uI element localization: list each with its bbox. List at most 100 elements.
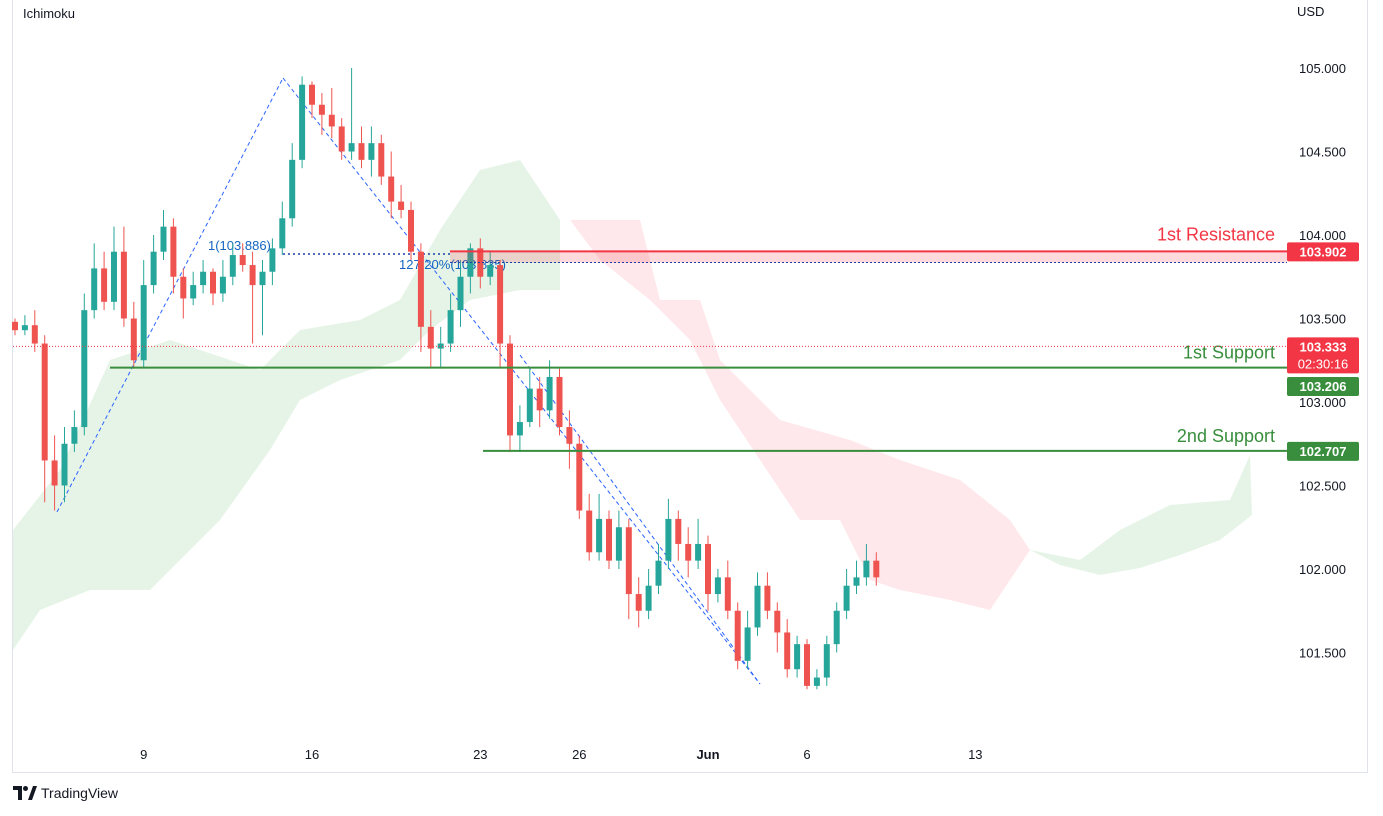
candle-body bbox=[61, 443, 68, 486]
y-tick-label: 102.000 bbox=[1299, 562, 1346, 577]
candle-body bbox=[388, 176, 395, 202]
candle-body bbox=[239, 255, 246, 266]
candle-body bbox=[358, 143, 365, 160]
support-2-label: 2nd Support bbox=[1177, 426, 1275, 446]
support-1-label: 1st Support bbox=[1183, 343, 1275, 363]
candle-body bbox=[417, 251, 424, 327]
candles-layer bbox=[12, 68, 880, 690]
candle-body bbox=[655, 560, 662, 586]
bearish-cloud bbox=[570, 220, 1030, 610]
candle-body bbox=[427, 326, 434, 349]
candle-body bbox=[289, 159, 296, 219]
candle-body bbox=[774, 610, 781, 633]
candle-body bbox=[21, 325, 28, 331]
candle-body bbox=[41, 343, 48, 461]
candle-body bbox=[675, 518, 682, 544]
candle-body bbox=[249, 265, 256, 286]
candle-body bbox=[219, 276, 226, 294]
candle-body bbox=[269, 248, 276, 272]
y-tick-label: 103.500 bbox=[1299, 312, 1346, 327]
axes-layer: 105.000 104.500 104.000 103.500 103.000 102.5… bbox=[140, 61, 1346, 762]
candle-body bbox=[12, 321, 18, 331]
candle-body bbox=[309, 84, 315, 105]
candle-body bbox=[823, 644, 830, 678]
candle-body bbox=[714, 577, 721, 595]
candle-body bbox=[705, 543, 711, 595]
candle-body bbox=[536, 388, 543, 411]
last-price-badge: 103.333 bbox=[1300, 339, 1347, 354]
candle-body bbox=[279, 218, 286, 249]
tradingview-logo[interactable]: TradingView bbox=[13, 785, 118, 801]
candle-body bbox=[546, 376, 553, 411]
candle-body bbox=[615, 527, 622, 561]
tradingview-icon bbox=[13, 786, 37, 800]
candle-body bbox=[457, 276, 464, 311]
last-price-badge-countdown: 02:30:16 bbox=[1298, 356, 1349, 371]
candle-body bbox=[160, 226, 167, 252]
resistance-zone bbox=[450, 251, 1287, 263]
candle-body bbox=[863, 560, 870, 578]
x-tick-label: 26 bbox=[572, 747, 586, 762]
candle-body bbox=[794, 644, 801, 670]
candle-body bbox=[873, 560, 880, 578]
candle-body bbox=[101, 268, 108, 302]
bullish-cloud bbox=[13, 160, 560, 650]
x-tick-label: 23 bbox=[473, 747, 487, 762]
candle-body bbox=[71, 427, 78, 444]
x-tick-label: 9 bbox=[140, 747, 147, 762]
y-tick-label: 105.000 bbox=[1299, 61, 1346, 76]
resistance-price-badge-bg bbox=[1287, 242, 1359, 262]
candle-body bbox=[764, 585, 771, 611]
indicator-title[interactable]: Ichimoku bbox=[23, 6, 76, 21]
candle-body bbox=[487, 265, 494, 277]
candle-body bbox=[526, 388, 533, 423]
levels-layer: 1st Resistance 1st Support 2nd Support 103.… bbox=[13, 224, 1359, 461]
support-2-price-badge-bg bbox=[1287, 441, 1359, 461]
candle-body bbox=[447, 310, 454, 344]
currency-label: USD bbox=[1297, 4, 1325, 19]
candle-body bbox=[200, 271, 207, 286]
candle-body bbox=[566, 427, 573, 444]
y-tick-label: 102.500 bbox=[1299, 479, 1346, 494]
candle-body bbox=[724, 577, 731, 611]
candle-body bbox=[81, 310, 88, 428]
candle-body bbox=[685, 543, 692, 561]
candle-body bbox=[150, 251, 157, 286]
candle-body bbox=[576, 443, 583, 511]
resistance-price-badge: 103.902 bbox=[1300, 244, 1347, 259]
candle-body bbox=[348, 143, 355, 152]
fib-leg-down bbox=[282, 77, 761, 685]
candle-body bbox=[180, 276, 187, 299]
y-tick-label: 104.000 bbox=[1299, 228, 1346, 243]
candle-body bbox=[843, 585, 850, 611]
candle-body bbox=[853, 577, 860, 586]
candle-body bbox=[734, 610, 741, 661]
candle-body bbox=[665, 518, 672, 561]
candle-body bbox=[299, 84, 306, 160]
candle-body bbox=[437, 343, 444, 349]
x-tick-label: Jun bbox=[696, 747, 719, 762]
x-tick-label: 13 bbox=[968, 747, 982, 762]
candle-body bbox=[91, 268, 98, 311]
candle-body bbox=[833, 610, 840, 645]
candle-body bbox=[625, 527, 632, 595]
candle-body bbox=[635, 594, 642, 611]
fib-leg-up bbox=[56, 77, 284, 513]
candle-body bbox=[408, 209, 414, 252]
x-tick-label: 16 bbox=[305, 747, 319, 762]
candle-body bbox=[507, 343, 513, 436]
candle-body bbox=[318, 104, 325, 115]
candle-body bbox=[497, 265, 504, 344]
candle-body bbox=[586, 510, 593, 553]
candle-body bbox=[606, 518, 612, 561]
candle-body bbox=[813, 677, 820, 686]
candle-body bbox=[596, 518, 603, 553]
candle-body bbox=[190, 285, 197, 299]
candle-body bbox=[259, 271, 266, 286]
candle-body bbox=[804, 644, 810, 686]
support-2-price-badge: 102.707 bbox=[1300, 444, 1347, 459]
candle-body bbox=[784, 632, 791, 670]
future-bullish-cloud bbox=[1030, 455, 1252, 575]
chart-frame bbox=[12, 0, 1368, 773]
